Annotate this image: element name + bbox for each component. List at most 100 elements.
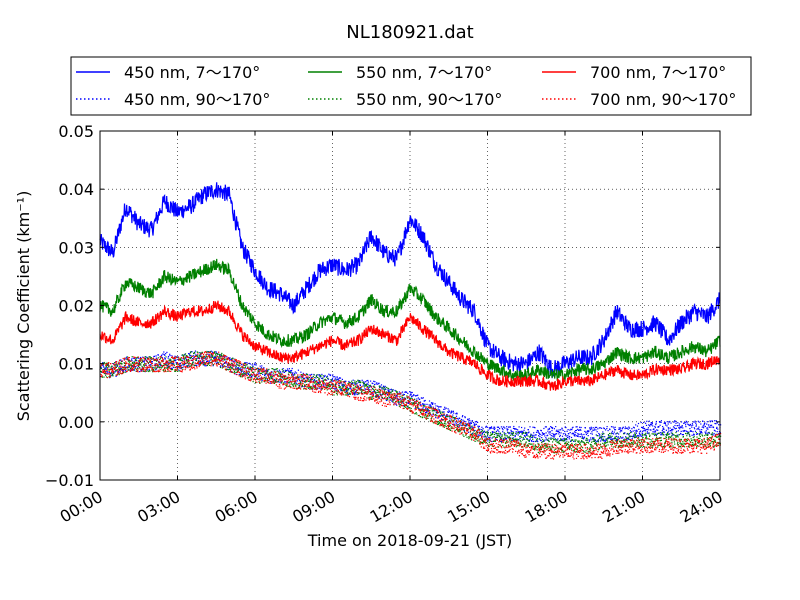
series-point (143, 361, 145, 363)
series-point (258, 367, 260, 369)
series-point (289, 376, 291, 379)
series-point (612, 438, 614, 440)
series-point (409, 394, 411, 396)
series-point (615, 437, 617, 439)
series-point (304, 374, 306, 376)
series-point (211, 361, 213, 363)
series-point (133, 363, 135, 365)
series-point (632, 430, 634, 432)
series-point (271, 380, 273, 383)
series-point (592, 427, 594, 429)
series-point (341, 386, 343, 388)
series-point (274, 379, 276, 381)
data-point (590, 432, 592, 435)
series-point (687, 446, 689, 448)
series-point (200, 357, 202, 359)
series-point (363, 391, 365, 394)
series-point (485, 425, 488, 427)
series-point (250, 370, 252, 372)
series-point (279, 379, 281, 381)
series-point (159, 370, 161, 372)
series-point (561, 435, 564, 437)
series-point (177, 358, 179, 360)
series-point (340, 392, 342, 395)
series-point (210, 353, 212, 356)
series-point (280, 387, 282, 389)
series-point (381, 387, 383, 389)
series-point (626, 427, 628, 429)
series-point (220, 366, 222, 369)
series-point (662, 426, 664, 428)
series-point (636, 425, 639, 427)
series-point (634, 429, 636, 432)
series-point (116, 369, 118, 371)
series-point (516, 433, 518, 435)
series-point (595, 442, 597, 445)
series-point (284, 376, 286, 378)
series-point (180, 365, 182, 367)
series-point (661, 443, 663, 446)
series-point (365, 392, 367, 394)
series-point (587, 450, 589, 452)
series-point (600, 443, 602, 445)
series-point (617, 437, 619, 439)
series-point (682, 435, 684, 438)
legend: 450 nm, 7～170°450 nm, 90～170°550 nm, 7～1… (70, 56, 752, 116)
series-point (406, 405, 408, 407)
series-point (707, 433, 709, 435)
series-point (255, 380, 257, 382)
series-point (532, 426, 534, 428)
series-point (243, 370, 245, 372)
series-point (666, 421, 668, 423)
series-point (465, 421, 467, 423)
series-point (178, 369, 180, 371)
series-point (278, 387, 280, 389)
series-point (708, 431, 710, 433)
series-point (273, 368, 275, 371)
series-point (155, 364, 157, 366)
series-point (230, 367, 232, 369)
series-point (661, 430, 663, 432)
series-point (211, 351, 214, 353)
series-point (134, 368, 136, 370)
series-point (168, 364, 170, 366)
series-point (193, 353, 195, 355)
series-point (190, 359, 192, 361)
series-point (125, 361, 127, 363)
series-point (532, 448, 534, 450)
series-point (176, 362, 179, 364)
series-point (532, 436, 534, 438)
series-point (437, 417, 440, 419)
series-point (522, 437, 524, 439)
series-point (101, 364, 103, 366)
series-point (344, 389, 346, 391)
series-point (138, 357, 140, 359)
series-point (716, 422, 719, 424)
series-point (699, 429, 701, 431)
series-point (528, 440, 530, 442)
series-point (148, 356, 150, 358)
series-point (474, 429, 476, 432)
series-point (536, 440, 538, 442)
series-point (517, 429, 519, 431)
series-point (411, 396, 413, 398)
series-point (616, 432, 618, 434)
series-point (100, 371, 103, 373)
series-point (333, 390, 335, 392)
series-point (446, 415, 448, 417)
series-point (653, 428, 655, 430)
series-point (280, 375, 282, 378)
series-point (109, 375, 111, 377)
series-point (505, 446, 507, 448)
series-point (229, 363, 231, 365)
series-point (106, 364, 108, 366)
series-point (715, 441, 717, 443)
series-point (690, 438, 692, 440)
series-point (633, 441, 635, 443)
series-point (221, 364, 223, 366)
series-point (234, 364, 236, 366)
series-point (333, 376, 335, 378)
series-point (211, 361, 213, 363)
series-point (350, 388, 352, 390)
series-point (149, 361, 151, 363)
